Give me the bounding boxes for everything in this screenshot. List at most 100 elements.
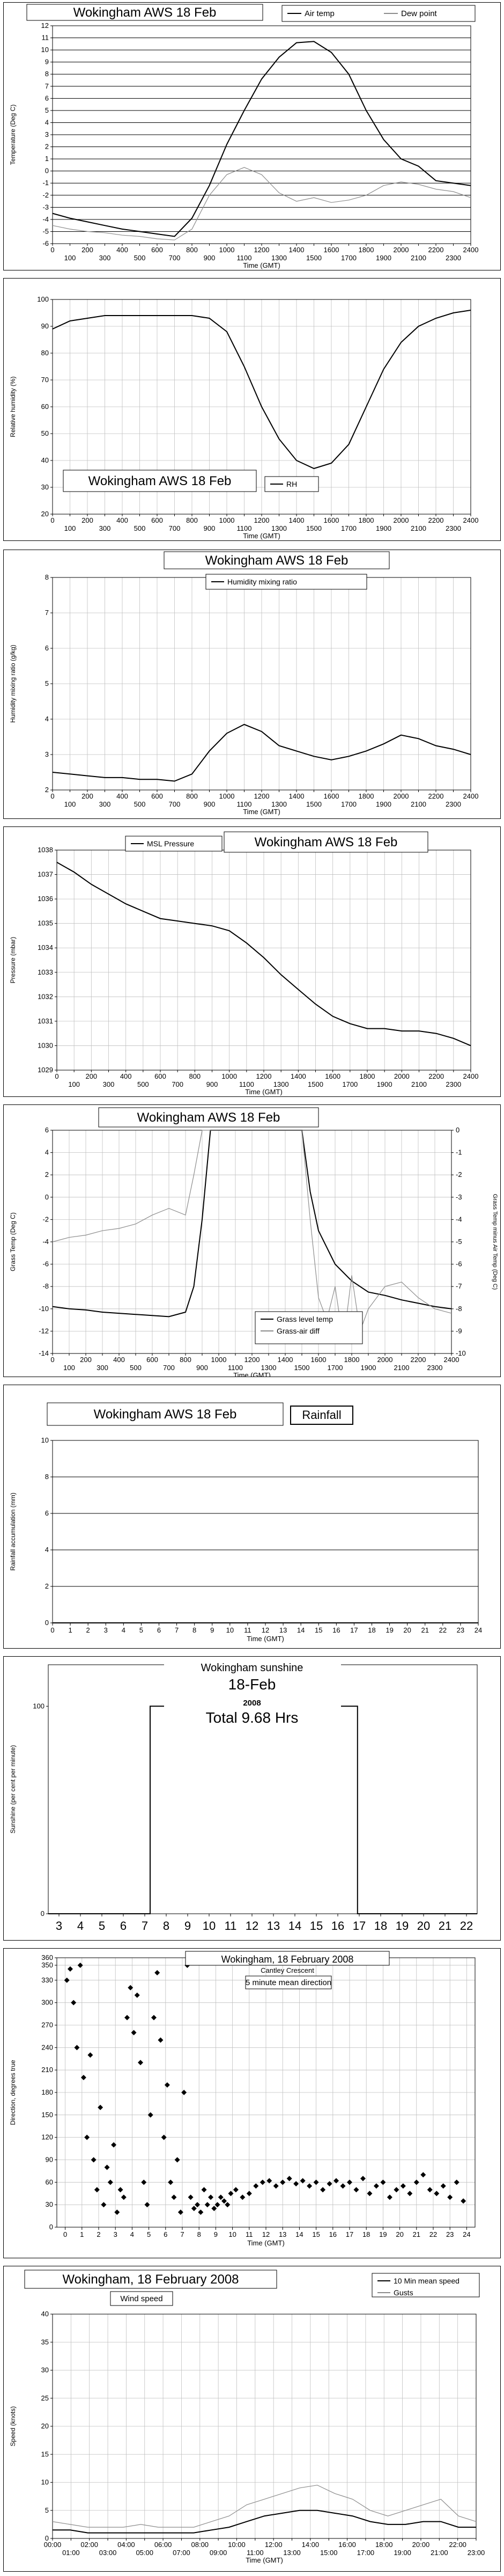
x-tick-label: 00:00 [44,2541,62,2549]
direction-point [181,2090,187,2095]
x-tick-label: 2 [97,2230,100,2238]
direction-point [353,2187,359,2193]
x-tick-label: 8 [197,2230,201,2238]
direction-point [273,2183,279,2189]
x-tick-label: 0 [50,1356,54,1364]
y-right-tick-label: -4 [456,1215,462,1223]
y-right-tick-label: -10 [456,1349,466,1357]
title-box [47,1402,284,1426]
panel-frame [3,278,501,541]
legend-label: MSL Pressure [147,839,194,848]
x-tick-label: 08:00 [191,2541,209,2549]
x-tick-label: 0 [50,246,54,254]
y-tick-label: 6 [45,644,49,652]
direction-point [240,2194,246,2200]
y-tick-label: 1033 [38,968,53,976]
y-right-tick-label: -1 [456,1148,462,1157]
y-tick-label: -10 [39,1305,49,1313]
x-tick-label: 17 [350,1626,358,1634]
x-tick-label: 900 [204,800,216,808]
direction-point [260,2179,265,2185]
y-tick-label: 10 [41,46,49,54]
x-tick-label: 2200 [428,1072,444,1080]
x-tick-label: 2 [86,1626,90,1634]
x-tick-label: 8 [163,1919,169,1933]
x-tick-label: 18:00 [375,2541,393,2549]
x-tick-label: 2100 [394,1364,410,1372]
x-tick-label: 900 [204,254,216,262]
x-tick-label: 10 [226,1626,234,1634]
direction-point [340,2183,346,2189]
y-tick-label: 40 [41,2310,49,2318]
x-tick-label: 0 [50,516,54,524]
x-tick-label: 13 [267,1919,280,1933]
y-tick-label: 20 [41,2422,49,2430]
direction-point [313,2179,319,2185]
x-tick-label: 1900 [376,254,391,262]
x-tick-label: 400 [116,516,128,524]
x-tick-label: 1300 [271,254,287,262]
x-tick-label: 600 [151,792,163,800]
x-tick-label: 1500 [306,524,322,532]
y-tick-label: -8 [42,1282,49,1290]
x-tick-label: 1900 [376,800,391,808]
y-tick-label: 360 [41,1953,53,1962]
y-tick-label: 8 [45,573,49,581]
x-tick-label: 1200 [254,516,270,524]
y-tick-label: 3 [45,750,49,758]
direction-point [400,2183,406,2189]
y-tick-label: -1 [42,179,49,187]
x-tick-label: 1100 [237,800,252,808]
x-tick-label: 100 [64,524,76,532]
y-tick-label: -4 [42,1238,49,1246]
x-tick-label: 15 [310,1919,323,1933]
title-box [164,551,390,569]
direction-point [147,2112,153,2118]
x-tick-label: 1700 [328,1364,343,1372]
direction-point [104,2164,110,2170]
x-tick-label: 2100 [411,800,426,808]
y-right-tick-label: -5 [456,1238,462,1246]
x-tick-label: 2300 [446,800,461,808]
x-tick-label: 22 [429,2230,437,2238]
x-tick-label: 3 [114,2230,117,2238]
msl-pressure-line [56,861,471,1046]
x-tick-label: 800 [189,1072,201,1080]
x-tick-label: 16 [331,1919,344,1933]
y-tick-label: 8 [45,1473,49,1481]
x-tick-label: 20 [396,2230,403,2238]
series-label: 5 minute mean direction [246,1978,331,1987]
series-label: Wind speed [120,2294,162,2303]
x-tick-label: 1600 [324,246,339,254]
x-tick-label: 2000 [394,1072,410,1080]
y-tick-label: 8 [45,70,49,78]
gusts-line [52,2485,477,2528]
x-tick-label: 2100 [411,254,426,262]
y-tick-label: 60 [41,402,49,411]
y-right-tick-label: -8 [456,1305,462,1313]
x-tick-label: 800 [180,1356,191,1364]
direction-point [124,2015,130,2021]
x-tick-label: 20:00 [412,2541,430,2549]
x-tick-label: 600 [151,516,163,524]
x-tick-label: 800 [186,792,198,800]
legend-box [205,574,367,590]
y-tick-label: 30 [41,2366,49,2374]
x-tick-label: 19 [396,1919,409,1933]
direction-point [71,2000,77,2006]
x-tick-label: 300 [103,1080,115,1088]
x-tick-label: 900 [206,1080,218,1088]
chart-subtitle: 18-Feb [228,1676,276,1693]
direction-point [280,2179,286,2185]
x-tick-label: 1000 [221,1072,237,1080]
x-tick-label: 1200 [254,246,270,254]
y-tick-label: 80 [41,349,49,357]
x-tick-label: 05:00 [136,2549,153,2557]
direction-point [158,2037,164,2043]
x-tick-label: 2300 [427,1364,443,1372]
x-tick-label: 1200 [256,1072,272,1080]
x-tick-label: 1800 [359,246,374,254]
x-tick-label: 12 [262,2230,270,2238]
x-tick-label: 400 [120,1072,132,1080]
y-tick-label: -12 [39,1327,49,1335]
